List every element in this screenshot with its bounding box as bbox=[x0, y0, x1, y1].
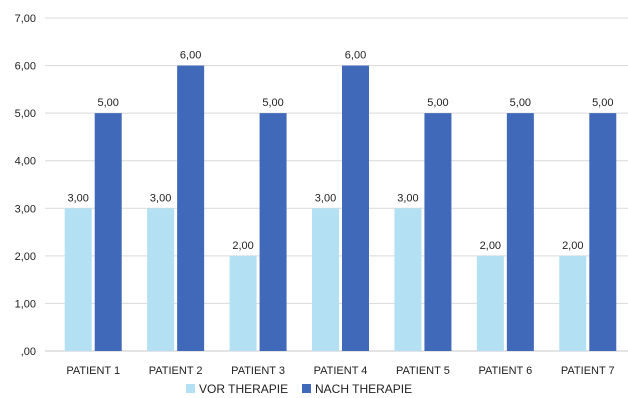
data-label: 2,00 bbox=[562, 240, 583, 252]
x-category-label: PATIENT 4 bbox=[314, 365, 368, 377]
y-tick-label: 6,00 bbox=[15, 61, 36, 73]
y-tick-label: 2,00 bbox=[15, 251, 36, 263]
bar-vor-therapie bbox=[64, 208, 92, 351]
bars bbox=[64, 65, 617, 352]
x-axis-category-labels: PATIENT 1 PATIENT 2 PATIENT 3 PATIENT 4 PATI… bbox=[66, 365, 614, 377]
x-category-label: PATIENT 5 bbox=[396, 365, 450, 377]
bar-vor-therapie bbox=[394, 208, 422, 351]
bar-nach-therapie bbox=[177, 65, 205, 352]
data-label: 6,00 bbox=[180, 50, 201, 62]
data-labels: 3,00 5,00 3,00 6,00 2,00 5,00 3,00 6,00 3,00 5,00… bbox=[68, 50, 614, 252]
bar-nach-therapie bbox=[94, 113, 122, 352]
legend-swatch bbox=[186, 384, 195, 393]
data-label: 3,00 bbox=[68, 192, 89, 204]
bar-nach-therapie bbox=[506, 113, 534, 352]
bar-vor-therapie bbox=[312, 208, 339, 351]
data-label: 3,00 bbox=[150, 192, 171, 204]
y-tick-label: 3,00 bbox=[15, 203, 36, 215]
data-label: 5,00 bbox=[592, 97, 613, 109]
x-category-label: PATIENT 2 bbox=[149, 365, 203, 377]
legend-swatch bbox=[302, 384, 311, 393]
y-tick-label: ,00 bbox=[21, 346, 36, 358]
x-category-label: PATIENT 7 bbox=[561, 365, 615, 377]
y-tick-label: 4,00 bbox=[15, 156, 36, 168]
bar-vor-therapie bbox=[229, 255, 257, 351]
data-label: 5,00 bbox=[262, 97, 283, 109]
x-category-label: PATIENT 3 bbox=[231, 365, 285, 377]
y-tick-label: 1,00 bbox=[15, 298, 36, 310]
bar-nach-therapie bbox=[589, 113, 617, 352]
bar-vor-therapie bbox=[476, 255, 504, 351]
data-label: 2,00 bbox=[480, 240, 501, 252]
data-label: 3,00 bbox=[315, 192, 336, 204]
legend: VOR THERAPIE NACH THERAPIE bbox=[186, 382, 412, 396]
data-label: 6,00 bbox=[345, 50, 366, 62]
y-axis-tick-labels: ,00 1,00 2,00 3,00 4,00 5,00 6,00 7,00 bbox=[15, 13, 36, 358]
x-category-label: PATIENT 1 bbox=[66, 365, 120, 377]
bar-nach-therapie bbox=[342, 65, 369, 352]
data-label: 5,00 bbox=[427, 97, 448, 109]
data-label: 5,00 bbox=[98, 97, 119, 109]
legend-label: VOR THERAPIE bbox=[199, 382, 288, 396]
bar-vor-therapie bbox=[559, 255, 587, 351]
data-label: 3,00 bbox=[397, 192, 418, 204]
bar-nach-therapie bbox=[424, 113, 452, 352]
data-label: 2,00 bbox=[232, 240, 253, 252]
legend-label: NACH THERAPIE bbox=[315, 382, 412, 396]
bar-vor-therapie bbox=[147, 208, 175, 351]
data-label: 5,00 bbox=[510, 97, 531, 109]
x-category-label: PATIENT 6 bbox=[478, 365, 532, 377]
bar-nach-therapie bbox=[259, 113, 287, 352]
y-tick-label: 5,00 bbox=[15, 108, 36, 120]
y-tick-label: 7,00 bbox=[15, 13, 36, 25]
